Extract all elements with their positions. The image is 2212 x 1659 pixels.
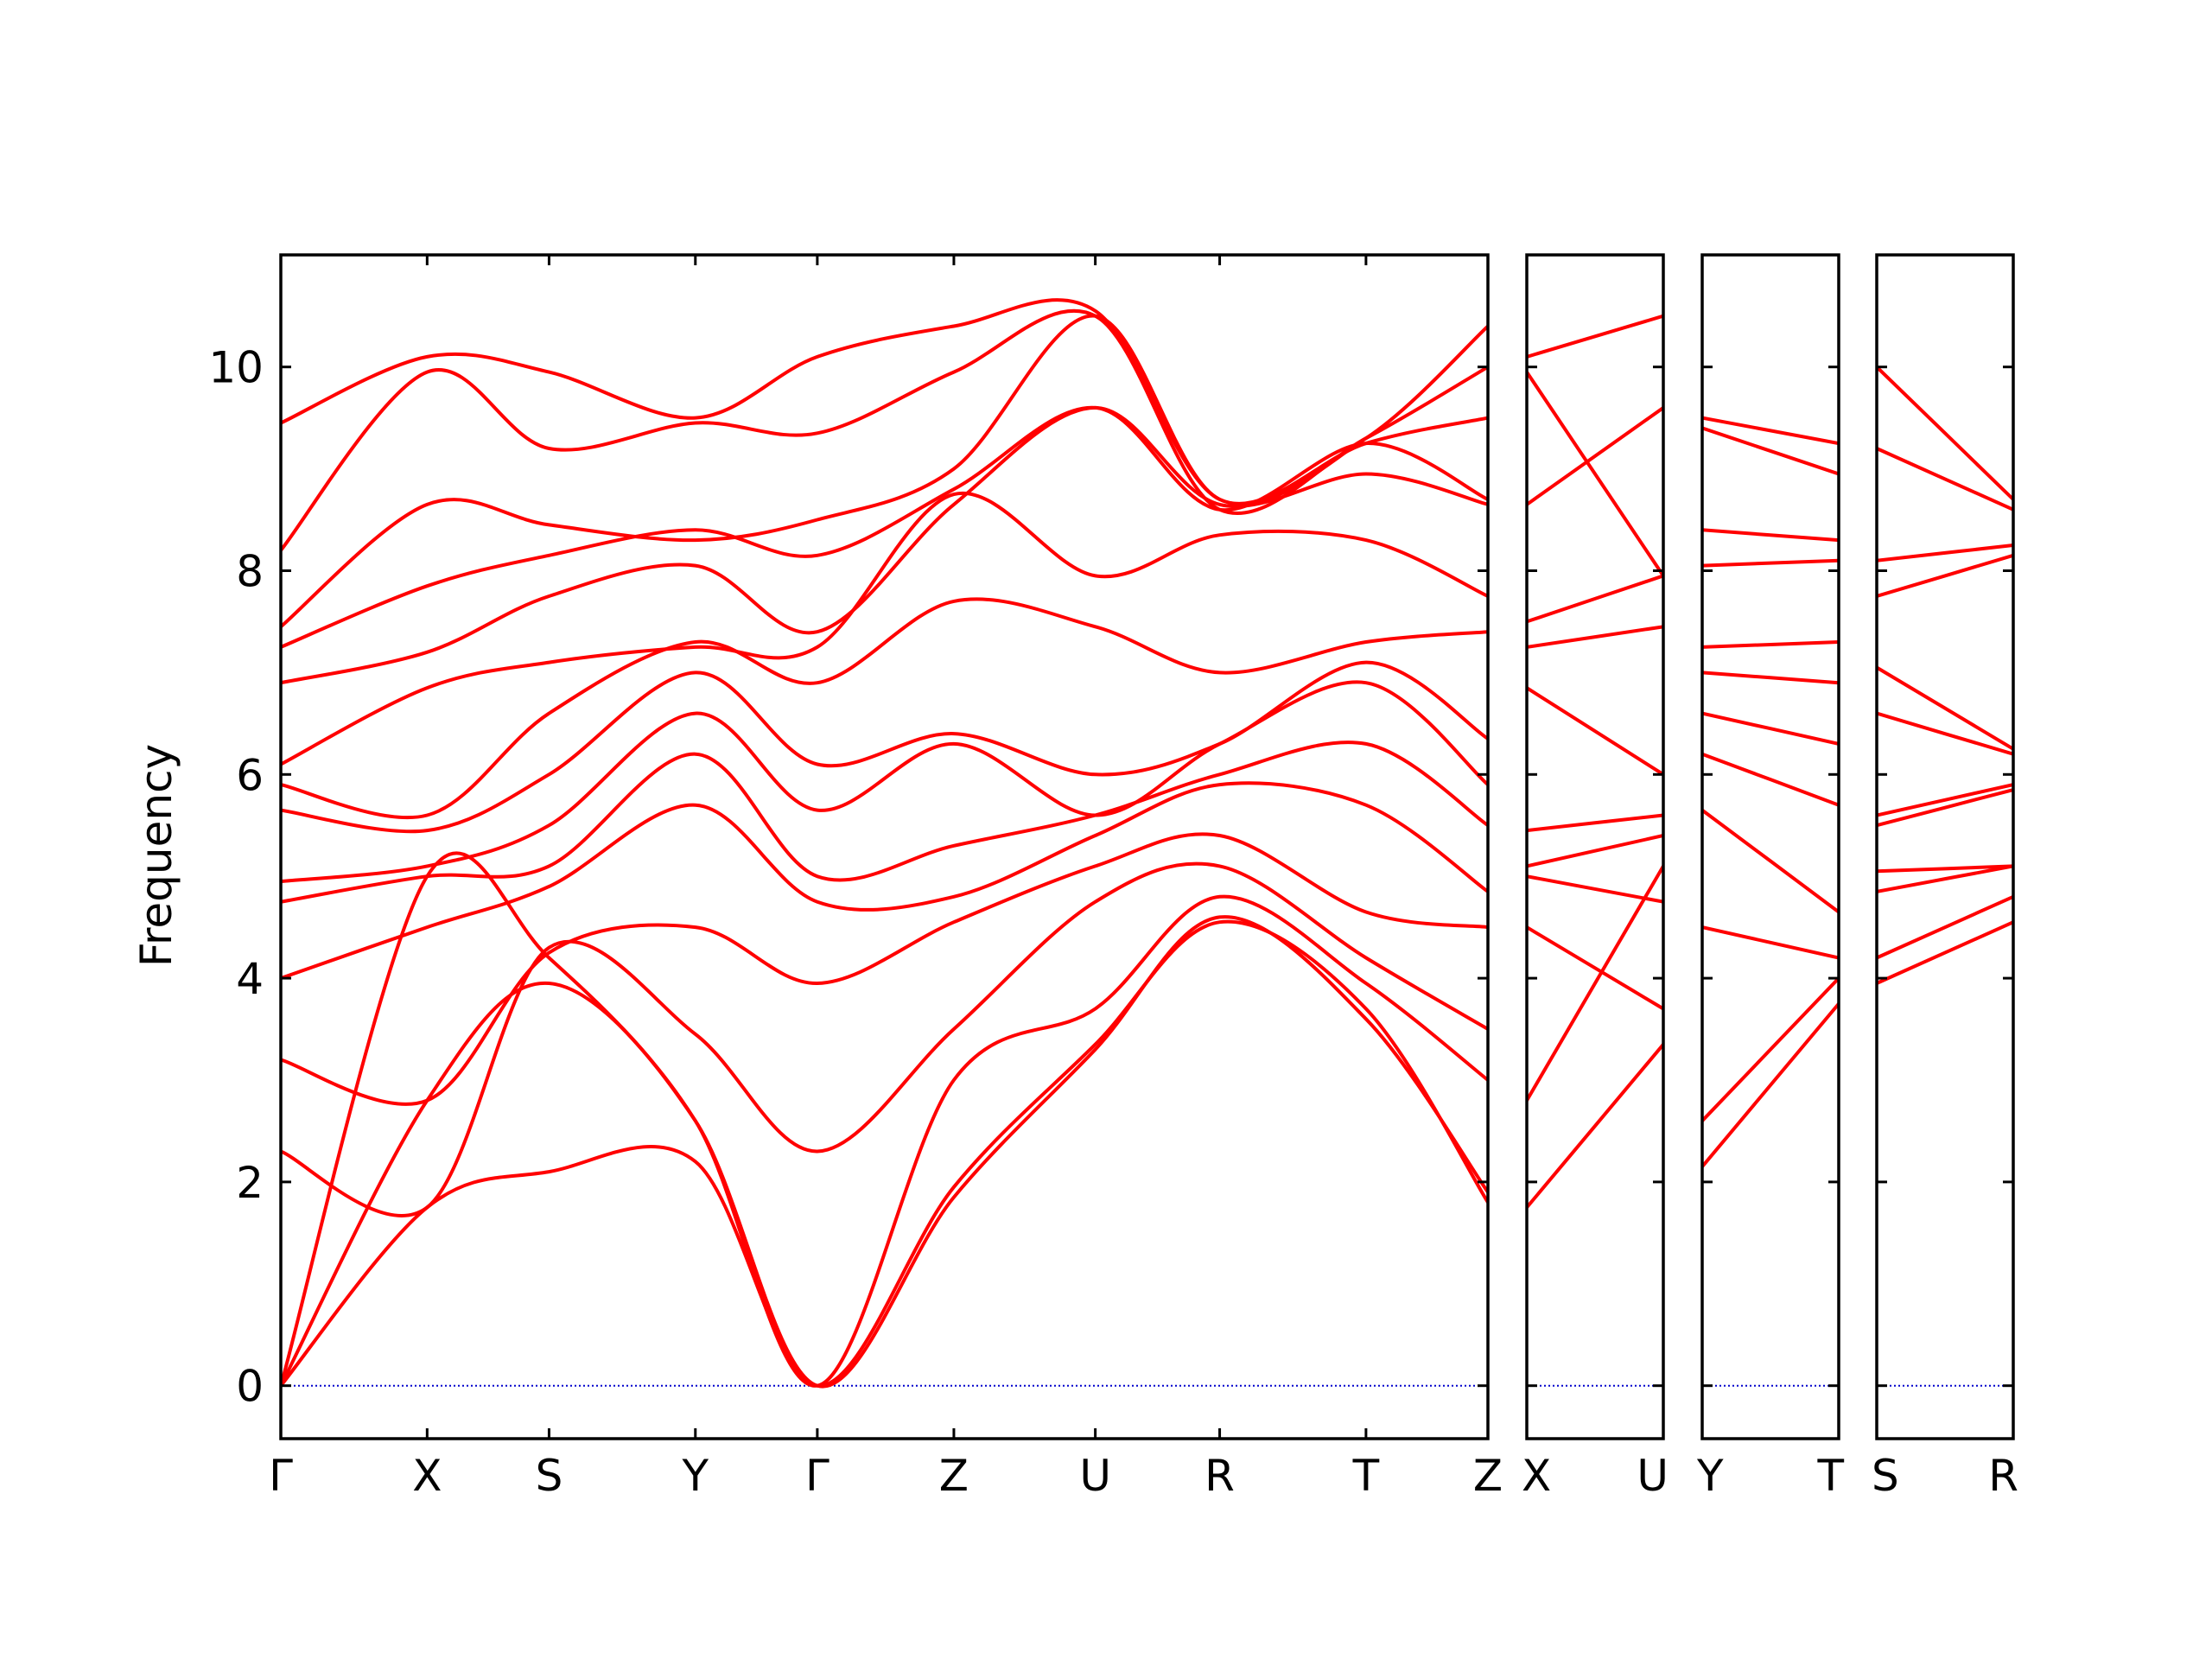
band-8 — [1702, 640, 1839, 649]
band-10 — [1877, 543, 2013, 563]
x-tick-label: U — [1079, 1451, 1111, 1501]
y-tick-label: 4 — [236, 954, 264, 1004]
band-11 — [281, 491, 1488, 766]
band-5 — [1877, 788, 2013, 828]
band-1 — [1877, 920, 2013, 985]
band-2 — [1702, 976, 1839, 1122]
x-tick-label: R — [1205, 1451, 1235, 1501]
band-lines — [1702, 416, 1839, 1168]
band-5 — [1527, 834, 1663, 868]
band-7 — [281, 741, 1488, 904]
band-4 — [1527, 874, 1663, 904]
band-12 — [1877, 365, 2013, 501]
band-11 — [1702, 426, 1839, 476]
band-10 — [281, 597, 1488, 820]
band-9 — [1702, 558, 1839, 568]
band-2 — [1527, 865, 1663, 1102]
panel-frame — [1525, 253, 1665, 1440]
band-lines — [1877, 365, 2013, 985]
x-tick-label: S — [1872, 1451, 1899, 1501]
band-lines — [1527, 314, 1663, 1209]
band-5 — [281, 832, 1488, 1106]
y-axis-label: Frequency — [131, 744, 181, 967]
panel-frame — [279, 253, 1490, 1440]
band-7 — [1702, 671, 1839, 685]
band-1 — [281, 919, 1488, 1388]
x-tick-label: X — [1522, 1451, 1551, 1501]
x-tick-label: Y — [682, 1451, 709, 1501]
x-tick-label: U — [1637, 1451, 1669, 1501]
band-11 — [1877, 447, 2013, 512]
x-tick-label: X — [412, 1451, 442, 1501]
band-5 — [1702, 752, 1839, 807]
x-tick-label: Z — [1473, 1451, 1503, 1501]
y-tick-label: 8 — [236, 546, 264, 596]
band-16 — [281, 298, 1488, 506]
band-3 — [1527, 925, 1663, 1011]
band-4 — [1877, 864, 2013, 874]
x-tick-label: Γ — [269, 1451, 293, 1501]
band-11 — [1527, 371, 1663, 577]
band-10 — [1527, 406, 1663, 506]
band-8 — [1877, 665, 2013, 751]
band-lines — [281, 298, 1488, 1389]
band-3 — [1702, 925, 1839, 960]
x-tick-label: T — [1816, 1451, 1844, 1501]
y-tick-label: 2 — [236, 1158, 264, 1208]
panel-frame — [1875, 253, 2015, 1440]
band-8 — [281, 680, 1488, 884]
band-7 — [1527, 686, 1663, 776]
band-2 — [1877, 894, 2013, 960]
band-13 — [281, 405, 1488, 649]
band-14 — [281, 314, 1488, 628]
x-tick-label: R — [1988, 1451, 2018, 1501]
y-tick-label: 0 — [236, 1362, 264, 1412]
band-12 — [1702, 416, 1839, 446]
band-7 — [1877, 711, 2013, 756]
band-9 — [281, 660, 1488, 834]
y-tick-label: 10 — [208, 343, 264, 393]
band-9 — [1527, 574, 1663, 624]
band-4 — [281, 861, 1488, 1217]
x-tick-label: S — [536, 1451, 563, 1501]
x-tick-label: T — [1352, 1451, 1380, 1501]
band-6 — [1877, 783, 2013, 817]
band-1 — [1702, 1002, 1839, 1168]
band-6 — [1702, 711, 1839, 746]
band-9 — [1877, 553, 2013, 598]
band-10 — [1702, 528, 1839, 543]
band-12 — [1527, 314, 1663, 359]
panel-frame — [1700, 253, 1840, 1440]
x-tick-label: Z — [939, 1451, 969, 1501]
band-6 — [281, 781, 1488, 980]
band-4 — [1702, 808, 1839, 914]
x-tick-label: Y — [1696, 1451, 1724, 1501]
band-1 — [1527, 1043, 1663, 1209]
y-tick-label: 6 — [236, 750, 264, 800]
band-8 — [1527, 625, 1663, 649]
x-tick-label: Γ — [805, 1451, 830, 1501]
band-15 — [281, 308, 1488, 552]
panel-1: 0 2 4 6 8 10 Γ X S Y Γ Z U R T Z — [208, 253, 1503, 1501]
band-6 — [1527, 813, 1663, 833]
band-2 — [281, 915, 1488, 1389]
